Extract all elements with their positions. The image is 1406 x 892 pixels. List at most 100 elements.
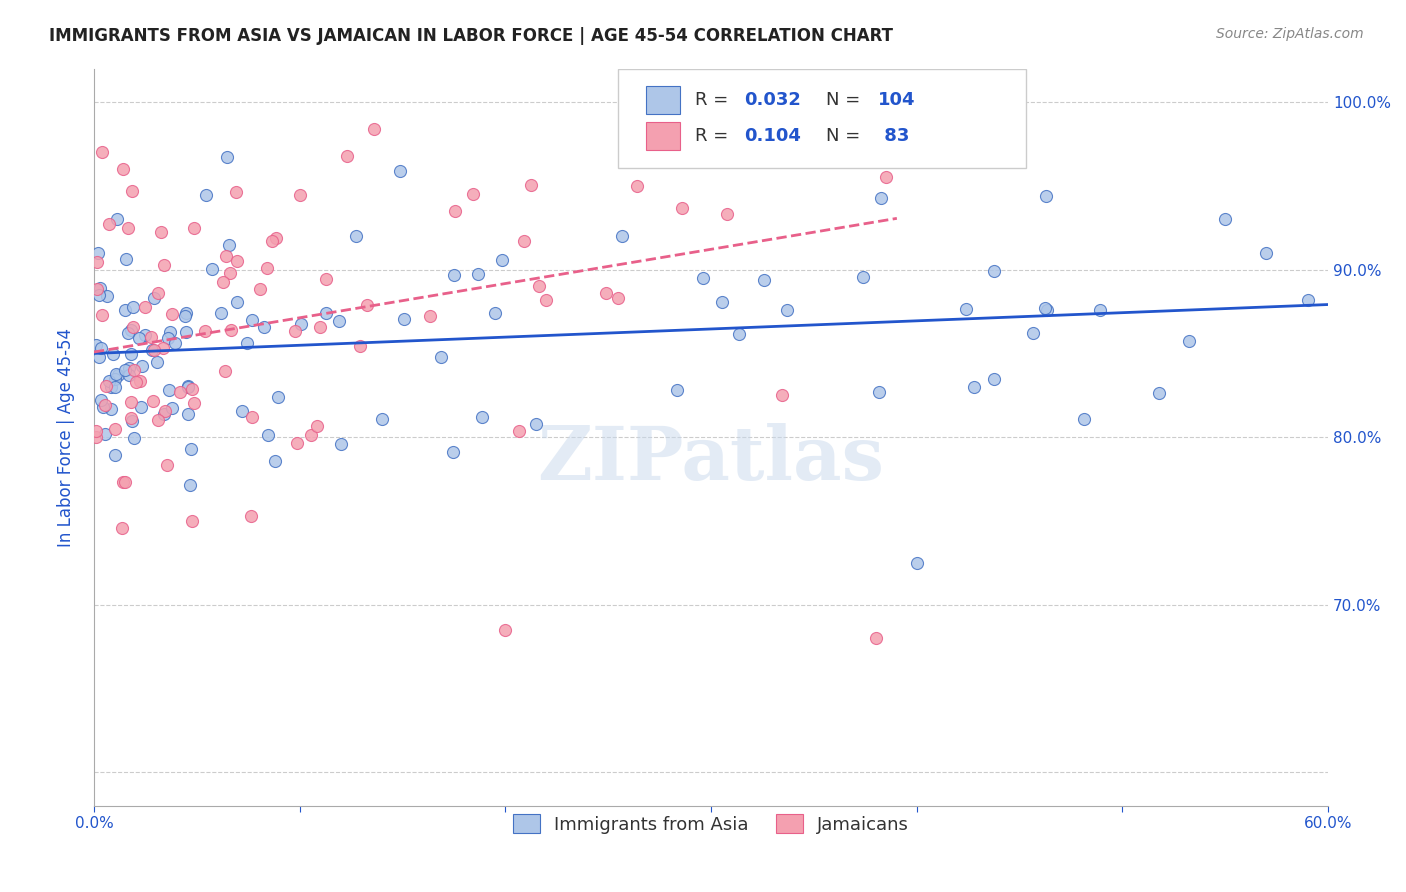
Point [256,261,278,276]
Point [524,417,547,432]
Point [217,150,239,164]
Point [315,271,337,285]
Point [266,390,288,404]
Point [1073,412,1095,426]
Point [211,275,233,289]
Point [176,408,198,422]
Point [105,211,128,226]
Point [111,521,134,535]
Point [103,372,125,386]
Point [111,475,134,490]
Point [219,267,242,281]
Point [471,410,494,425]
Point [257,427,280,442]
Point [100,380,122,394]
Point [157,331,180,345]
Point [143,343,166,357]
Point [443,268,465,282]
Point [194,188,217,202]
Point [177,379,200,393]
Point [595,286,617,301]
Point [120,323,142,337]
Point [534,293,557,307]
Point [93,427,115,442]
Point [120,394,142,409]
Point [122,363,145,377]
Point [117,326,139,340]
Point [249,282,271,296]
Point [527,279,550,293]
Point [336,149,359,163]
Point [134,300,156,314]
Bar [645,122,681,151]
Point [134,327,156,342]
Point [201,261,224,276]
Point [194,324,217,338]
Point [159,383,181,397]
Point [512,234,534,248]
Point [236,336,259,351]
Point [121,414,143,428]
Point [710,294,733,309]
Point [869,191,891,205]
Point [114,303,136,318]
Point [104,422,127,436]
Point [1035,301,1057,315]
Point [90,341,112,355]
Point [610,229,633,244]
Point [344,229,367,244]
Point [868,384,890,399]
Point [963,379,986,393]
Point [162,307,184,321]
Point [177,380,200,394]
Point [1178,334,1201,348]
Point [145,355,167,369]
Point [776,303,799,318]
Point [865,631,887,645]
Point [101,346,124,360]
Point [240,312,263,326]
Point [284,324,307,338]
Point [125,375,148,389]
Point [174,306,197,320]
Point [118,368,141,383]
Point [253,319,276,334]
Point [1256,245,1278,260]
Point [1213,212,1236,227]
Point [124,431,146,445]
Point [226,295,249,310]
Point [305,418,328,433]
Point [91,308,114,322]
Point [87,351,110,365]
Point [84,338,107,352]
Point [285,435,308,450]
Point [93,400,115,414]
Point [120,410,142,425]
Point [115,252,138,267]
Point [875,170,897,185]
Point [444,203,467,218]
Point [508,425,530,439]
Point [86,255,108,269]
Point [148,413,170,427]
Point [770,387,793,401]
Point [737,92,759,106]
Point [716,207,738,221]
Point [148,285,170,300]
Point [219,323,242,337]
Text: Source: ZipAtlas.com: Source: ZipAtlas.com [1216,27,1364,41]
Point [156,458,179,472]
Point [105,368,128,382]
Point [491,252,513,267]
Point [983,372,1005,386]
Point [180,442,202,457]
Point [225,186,247,200]
Point [181,514,204,528]
Point [117,221,139,235]
Point [441,445,464,459]
Point [607,292,630,306]
Point [84,430,107,444]
Point [692,271,714,285]
Point [231,404,253,418]
Point [655,78,678,93]
